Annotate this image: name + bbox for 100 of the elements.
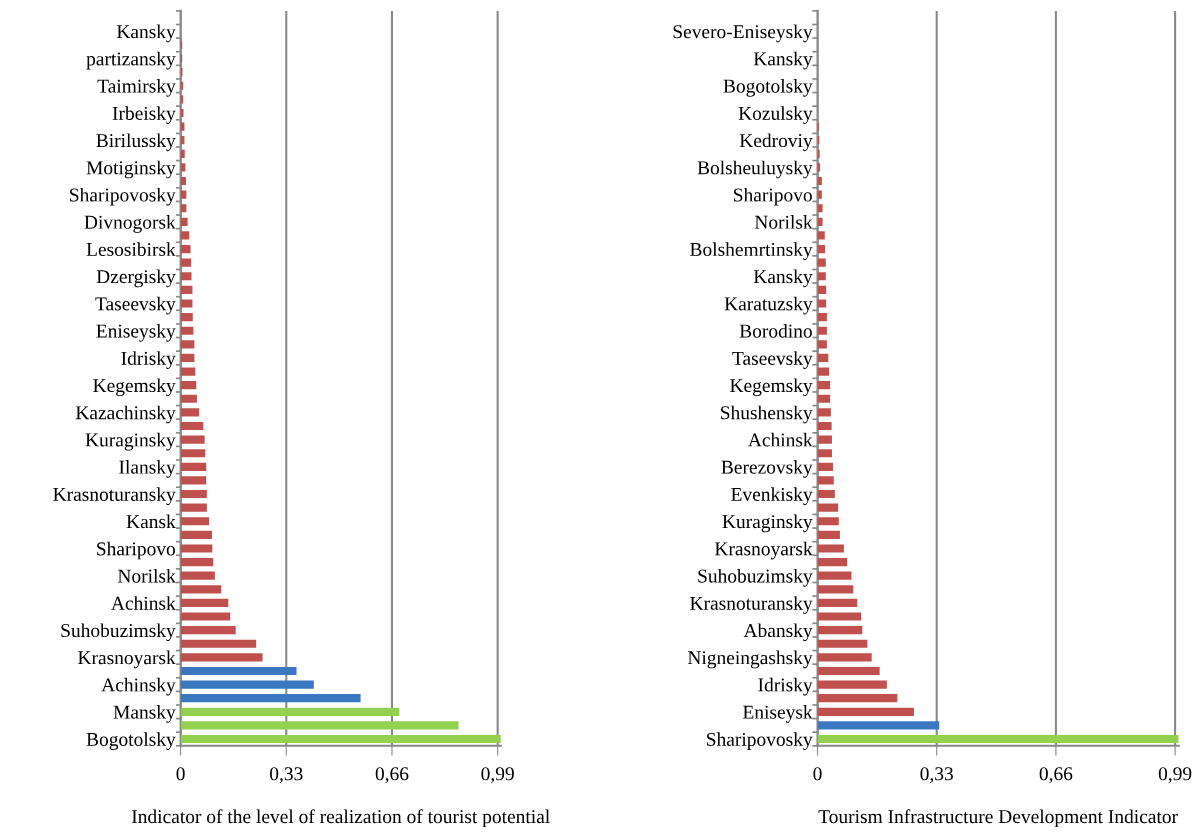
bar [180, 149, 185, 158]
bar [180, 626, 236, 635]
bar [817, 258, 826, 267]
bar [817, 272, 826, 281]
bar [817, 489, 835, 499]
bar [180, 435, 205, 444]
bar [180, 530, 212, 539]
bar [180, 285, 193, 294]
bar [180, 503, 207, 512]
bar [817, 626, 863, 635]
bar [817, 707, 914, 716]
bar [180, 476, 207, 485]
y-tick-label: Divnogorsk [84, 215, 176, 233]
bar [817, 285, 827, 294]
y-tick-label: Achinsky [101, 677, 176, 696]
bar [180, 394, 197, 403]
x-tick-label: 0,33 [920, 767, 953, 784]
x-tick-label: 0,66 [375, 767, 409, 784]
bar [817, 381, 831, 390]
y-tick-label: Kuraginsky [722, 514, 813, 533]
bar [180, 653, 263, 662]
bar [817, 204, 823, 213]
y-tick-label: Dzergisky [96, 269, 176, 288]
x-tick-label: 0,66 [1039, 767, 1073, 784]
y-tick-label: Taseevsky [732, 351, 813, 369]
y-tick-label: partizansky [86, 51, 176, 70]
y-tick-label: Lesosibirsk [86, 242, 176, 256]
x-tick-label: 0,99 [1158, 767, 1192, 784]
bar [817, 476, 834, 485]
y-tick-label: Motiginsky [86, 160, 176, 179]
y-tick-label: Kegemsky [730, 378, 813, 397]
bar [180, 598, 229, 607]
bar [180, 558, 214, 567]
y-tick-label: Idrisky [121, 351, 176, 369]
bar [817, 558, 848, 567]
x-tick-label: 0,99 [481, 767, 514, 784]
y-tick-label: Eniseysky [96, 323, 176, 342]
bar [180, 571, 215, 580]
bar [180, 517, 210, 526]
bar [817, 217, 823, 226]
bar [180, 231, 190, 240]
bar [817, 598, 858, 607]
bar [180, 694, 361, 703]
bar [180, 176, 187, 186]
bar [180, 340, 195, 349]
x-tick-label: 0 [176, 767, 185, 781]
y-tick-label: Mansky [113, 705, 176, 723]
bar [817, 231, 825, 240]
y-tick-label: Borodino [739, 323, 812, 338]
bar [817, 367, 830, 376]
bar [817, 666, 880, 676]
bar [817, 462, 834, 471]
y-tick-label: Kazachinsky [75, 405, 176, 424]
bar [180, 449, 206, 458]
bar [180, 313, 193, 322]
y-tick-label: Sharipovosky [70, 187, 176, 206]
bar [180, 258, 192, 267]
bar [180, 585, 222, 594]
y-tick-label: Bolshemrtinsky [690, 242, 813, 261]
bar [180, 381, 197, 390]
bar [817, 571, 852, 580]
y-tick-label: Krasnoturansky [690, 596, 813, 614]
bar [817, 503, 839, 512]
y-tick-label: Suhobuzimsky [698, 568, 813, 587]
y-tick-label: Kansk [126, 514, 176, 529]
y-tick-label: Birilussky [96, 133, 176, 152]
bar [180, 421, 204, 431]
y-tick-label: Eniseysk [743, 705, 813, 723]
bar [817, 612, 862, 621]
y-tick-label: Norilsk [754, 215, 813, 229]
bar [817, 639, 868, 648]
y-tick-label: Kozulsky [738, 106, 813, 124]
bar [817, 530, 840, 539]
bar [817, 313, 827, 322]
y-tick-label: Kegemsky [93, 378, 176, 397]
bar [817, 680, 887, 689]
bar [817, 394, 831, 403]
y-tick-label: Abansky [743, 623, 813, 642]
bar [180, 244, 191, 254]
bar [817, 408, 831, 417]
bar [817, 244, 826, 254]
y-tick-label: Berezovsky [721, 460, 813, 478]
y-tick-label: Irbeisky [112, 106, 176, 124]
y-tick-label: Evenkisky [731, 487, 813, 505]
bar [817, 353, 829, 363]
bar [180, 612, 231, 621]
bar [817, 517, 839, 526]
y-tick-label: Kansky [753, 269, 813, 288]
bar [817, 176, 822, 186]
y-tick-label: Bogotolsky [86, 732, 176, 750]
bar [817, 340, 827, 349]
y-tick-label: Achinsk [748, 432, 813, 447]
bar [180, 272, 192, 281]
y-tick-label: Taseevsky [95, 296, 176, 315]
bar [180, 326, 194, 335]
y-tick-label: Sharipovo [97, 541, 175, 560]
bar [817, 449, 832, 458]
bar [180, 299, 193, 308]
y-tick-label: Sharipovosky [707, 732, 813, 750]
bar [180, 217, 188, 226]
